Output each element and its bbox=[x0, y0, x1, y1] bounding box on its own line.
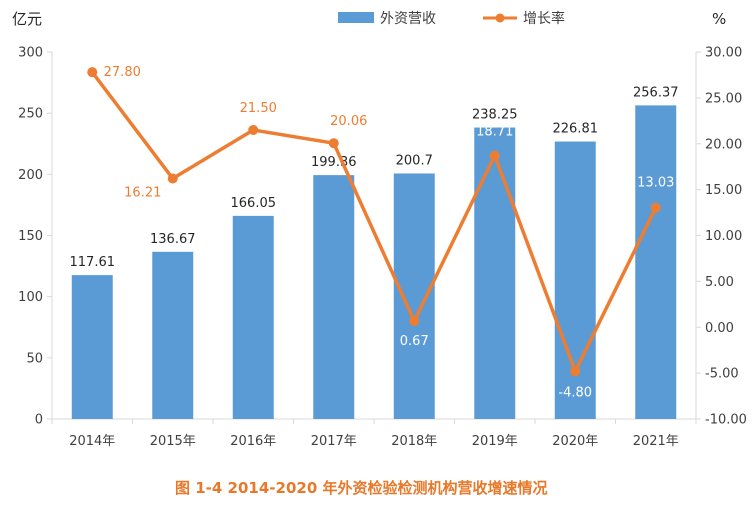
x-axis-ticks: 2014年 2015年 2016年 2017年 2018年 2019年 2020年 2021年 bbox=[51, 419, 697, 449]
revenue-bar-label: 238.25 bbox=[472, 108, 518, 123]
revenue-bar bbox=[71, 275, 113, 419]
growth-rate-label: 21.50 bbox=[240, 101, 277, 116]
right-tick-label: -5.00 bbox=[705, 367, 739, 382]
revenue-bar-label: 226.81 bbox=[553, 122, 599, 137]
x-tick-label: 2014年 bbox=[69, 434, 115, 449]
left-tick-label: 100 bbox=[18, 290, 43, 305]
revenue-bar-label: 256.37 bbox=[633, 85, 679, 100]
right-axis-unit: % bbox=[712, 10, 726, 28]
x-tick-label: 2015年 bbox=[150, 434, 196, 449]
revenue-bar bbox=[152, 251, 194, 419]
revenue-bar bbox=[393, 173, 435, 419]
revenue-bar-label: 166.05 bbox=[231, 196, 277, 211]
chart-caption: 图 1-4 2014-2020 年外资检验检测机构营收增速情况 bbox=[175, 479, 548, 497]
x-tick-label: 2017年 bbox=[311, 434, 357, 449]
growth-rate-label: 27.80 bbox=[104, 65, 141, 80]
left-axis-unit: 亿元 bbox=[12, 10, 42, 28]
left-tick-label: 0 bbox=[35, 413, 43, 428]
left-tick-label: 50 bbox=[26, 351, 43, 366]
x-tick-label: 2020年 bbox=[552, 434, 598, 449]
growth-line bbox=[90, 71, 658, 374]
left-tick-label: 250 bbox=[18, 107, 43, 122]
right-tick-label: 30.00 bbox=[705, 46, 742, 61]
growth-point bbox=[409, 316, 420, 327]
right-tick-label: 10.00 bbox=[705, 229, 742, 244]
x-tick-label: 2019年 bbox=[472, 434, 518, 449]
x-tick-label: 2018年 bbox=[391, 434, 437, 449]
legend-line-marker bbox=[495, 13, 505, 23]
revenue-bar-label: 136.67 bbox=[150, 232, 196, 247]
legend-line-label: 增长率 bbox=[523, 10, 565, 27]
legend-bar-label: 外资营收 bbox=[380, 11, 436, 27]
growth-point bbox=[87, 67, 98, 78]
revenue-bar bbox=[554, 141, 596, 419]
left-tick-label: 150 bbox=[18, 229, 43, 244]
left-tick-label: 200 bbox=[18, 168, 43, 183]
left-tick-label: 300 bbox=[18, 46, 43, 61]
x-tick-label: 2021年 bbox=[633, 434, 679, 449]
growth-point bbox=[328, 138, 339, 149]
left-axis-ticks: 0 50 100 150 200 250 300 bbox=[18, 46, 52, 428]
revenue-bar-label: 200.7 bbox=[396, 153, 433, 168]
growth-point bbox=[167, 173, 178, 184]
growth-point bbox=[570, 366, 581, 377]
revenue-bar bbox=[635, 105, 677, 420]
revenue-bar bbox=[232, 215, 274, 419]
growth-point bbox=[489, 150, 500, 161]
revenue-bar bbox=[474, 127, 516, 419]
bar-value-labels: 117.61 136.67 166.05 199.36 200.7 238.25 226.8… bbox=[70, 85, 679, 270]
x-tick-label: 2016年 bbox=[230, 434, 276, 449]
growth-point bbox=[248, 124, 259, 135]
growth-rate-label: -4.80 bbox=[558, 385, 592, 400]
growth-line-series bbox=[87, 67, 661, 377]
growth-value-labels: 27.80 16.21 21.50 20.06 0.67 18.71 -4.80 13.03 bbox=[104, 65, 675, 400]
right-tick-label: 20.00 bbox=[705, 137, 742, 152]
growth-rate-label: 18.71 bbox=[476, 125, 513, 140]
right-axis-ticks: -10.00 -5.00 0.00 5.00 10.00 15.00 20.00 25.00 3… bbox=[696, 46, 747, 428]
revenue-bar-label: 117.61 bbox=[70, 255, 116, 270]
right-tick-label: 5.00 bbox=[705, 275, 734, 290]
growth-rate-label: 16.21 bbox=[124, 186, 161, 201]
growth-rate-label: 0.67 bbox=[400, 334, 429, 349]
revenue-bar-label: 199.36 bbox=[311, 155, 357, 170]
right-tick-label: -10.00 bbox=[705, 413, 747, 428]
growth-rate-label: 20.06 bbox=[330, 114, 367, 129]
growth-point bbox=[650, 202, 661, 213]
right-tick-label: 0.00 bbox=[705, 321, 734, 336]
revenue-bar bbox=[313, 175, 355, 419]
legend-bar-swatch bbox=[338, 12, 374, 23]
legend: 外资营收 增长率 bbox=[338, 10, 565, 27]
growth-rate-label: 13.03 bbox=[637, 176, 674, 191]
right-tick-label: 25.00 bbox=[705, 91, 742, 106]
right-tick-label: 15.00 bbox=[705, 183, 742, 198]
bar-series bbox=[71, 105, 677, 420]
